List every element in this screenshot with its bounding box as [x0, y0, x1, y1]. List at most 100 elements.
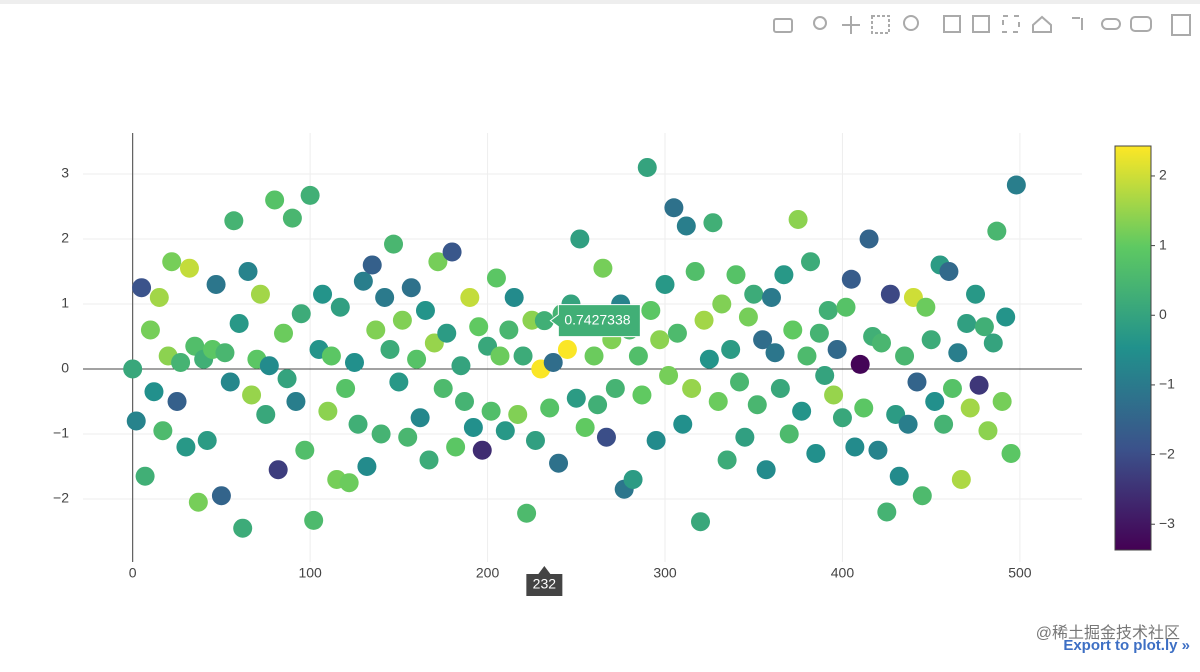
marker: [415, 300, 435, 320]
marker: [827, 339, 847, 359]
zoom-out-icon[interactable]: [972, 15, 990, 33]
modebar[interactable]: [773, 14, 1191, 36]
marker: [540, 398, 560, 418]
marker: [682, 378, 702, 398]
marker: [641, 300, 661, 320]
marker: [313, 284, 333, 304]
marker: [366, 320, 386, 340]
marker: [153, 421, 173, 441]
marker: [570, 229, 590, 249]
marker: [832, 408, 852, 428]
marker: [925, 391, 945, 411]
marker: [792, 401, 812, 421]
marker: [806, 443, 826, 463]
marker: [646, 430, 666, 450]
marker: [469, 317, 489, 337]
colorbar-tick-label: −3: [1159, 515, 1175, 531]
marker: [455, 391, 475, 411]
marker: [593, 258, 613, 278]
marker: [836, 297, 856, 317]
marker: [513, 346, 533, 366]
pan-icon[interactable]: [842, 16, 860, 34]
marker: [132, 278, 152, 298]
marker: [543, 352, 563, 372]
marker: [676, 216, 696, 236]
marker: [939, 261, 959, 281]
marker: [726, 265, 746, 285]
marker: [761, 287, 781, 307]
marker: [398, 427, 418, 447]
marker: [446, 437, 466, 457]
marker: [703, 213, 723, 233]
camera-icon[interactable]: [773, 18, 793, 33]
reset-icon[interactable]: [1032, 15, 1052, 33]
marker: [966, 284, 986, 304]
colorbar-tick-label: 0: [1159, 306, 1167, 322]
zoom-icon[interactable]: [813, 16, 827, 30]
hover-closest-icon[interactable]: [1101, 18, 1121, 30]
marker: [162, 252, 182, 272]
marker: [220, 372, 240, 392]
marker: [215, 343, 235, 363]
marker: [495, 421, 515, 441]
marker: [188, 492, 208, 512]
marker: [712, 294, 732, 314]
marker: [392, 310, 412, 330]
marker: [850, 354, 870, 374]
marker: [238, 261, 258, 281]
marker: [694, 310, 714, 330]
marker: [268, 460, 288, 480]
marker: [605, 378, 625, 398]
marker: [978, 421, 998, 441]
marker: [774, 265, 794, 285]
marker: [428, 252, 448, 272]
hover-compare-icon[interactable]: [1130, 16, 1152, 32]
marker: [942, 378, 962, 398]
marker: [765, 343, 785, 363]
hover-label: 0.7427338: [564, 311, 630, 327]
marker: [889, 466, 909, 486]
marker: [344, 352, 364, 372]
marker: [179, 258, 199, 278]
marker: [854, 398, 874, 418]
marker: [135, 466, 155, 486]
x-tick-label: 100: [298, 565, 322, 581]
export-link[interactable]: Export to plot.ly »: [1063, 637, 1190, 654]
marker: [788, 209, 808, 229]
marker: [463, 417, 483, 437]
marker: [753, 330, 773, 350]
marker: [673, 414, 693, 434]
marker: [256, 404, 276, 424]
watermark: @稀土掘金技术社区: [1036, 624, 1180, 642]
colorbar-tick-label: 1: [1159, 236, 1167, 252]
marker: [898, 414, 918, 434]
marker: [318, 401, 338, 421]
marker: [176, 437, 196, 457]
marker: [211, 486, 231, 506]
marker: [224, 211, 244, 231]
marker: [699, 349, 719, 369]
box-select-icon[interactable]: [871, 15, 890, 34]
colorbar-tick-label: 2: [1159, 167, 1167, 183]
marker: [951, 469, 971, 489]
marker: [229, 313, 249, 333]
y-tick-label: 2: [61, 230, 69, 246]
marker: [637, 157, 657, 177]
marker: [738, 307, 758, 327]
autoscale-icon[interactable]: [1002, 15, 1020, 33]
spike-icon[interactable]: [1072, 17, 1083, 30]
marker: [472, 440, 492, 460]
marker: [321, 346, 341, 366]
marker: [655, 274, 675, 294]
marker: [291, 304, 311, 324]
marker: [809, 323, 829, 343]
zoom-in-icon[interactable]: [943, 15, 961, 33]
marker: [877, 502, 897, 522]
marker: [1006, 175, 1026, 195]
plotly-logo[interactable]: [1171, 14, 1191, 36]
marker: [486, 268, 506, 288]
marker: [667, 323, 687, 343]
marker: [371, 424, 391, 444]
marker: [974, 317, 994, 337]
lasso-icon[interactable]: [903, 15, 919, 31]
